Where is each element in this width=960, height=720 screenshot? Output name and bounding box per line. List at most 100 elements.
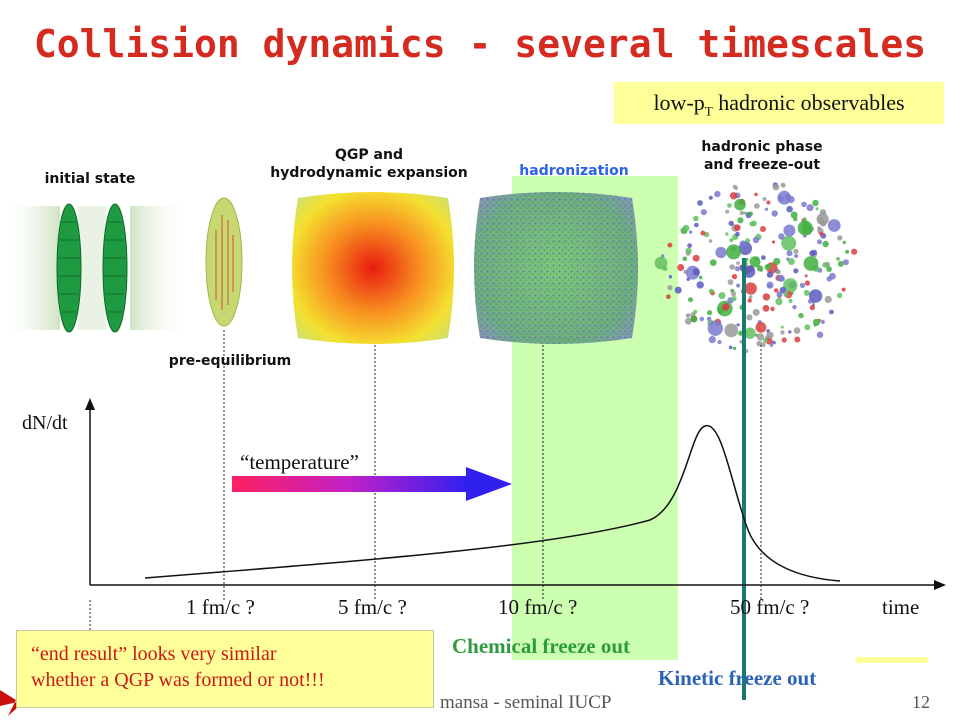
hadron-particle bbox=[677, 264, 685, 271]
hadron-particle bbox=[708, 288, 715, 294]
hadron-particle bbox=[682, 256, 688, 262]
temperature-arrow bbox=[232, 467, 512, 501]
hadron-particle bbox=[667, 242, 673, 248]
hadron-particle bbox=[748, 211, 753, 216]
hadron-particle bbox=[762, 304, 770, 312]
hadron-particle bbox=[826, 266, 832, 272]
hadron-particle bbox=[731, 273, 738, 280]
hadron-particle bbox=[727, 279, 734, 285]
hadron-particle bbox=[755, 322, 767, 333]
hadronization-label: hadronization bbox=[519, 163, 629, 179]
hadron-particle bbox=[794, 254, 799, 258]
hadron-particle bbox=[827, 219, 841, 232]
hadron-particle bbox=[756, 333, 765, 341]
hadron-particle bbox=[824, 295, 832, 303]
hadron-particle bbox=[736, 261, 740, 265]
hadron-particle bbox=[804, 324, 811, 331]
tick-label-2: 5 fm/c ? bbox=[338, 595, 407, 619]
hadron-particle bbox=[749, 221, 755, 227]
hadron-particle bbox=[811, 249, 817, 256]
hadron-particle bbox=[786, 250, 793, 257]
hadron-particle bbox=[709, 259, 717, 266]
hadron-particle bbox=[737, 217, 744, 224]
hadron-particle bbox=[700, 230, 706, 236]
hadron-particle bbox=[783, 224, 796, 237]
hadron-particle bbox=[829, 309, 834, 315]
page-number: 12 bbox=[912, 692, 930, 712]
hadron-particle bbox=[772, 183, 780, 191]
hadron-particle bbox=[812, 199, 819, 207]
qgp-label-line1: QGP and bbox=[335, 147, 403, 163]
hadron-particle bbox=[690, 315, 698, 323]
hadron-particle bbox=[780, 325, 784, 329]
hadron-particle bbox=[780, 182, 786, 188]
hadron-particle bbox=[752, 236, 760, 244]
hadron-particle bbox=[739, 240, 747, 248]
hadron-particle bbox=[714, 190, 721, 198]
hadron-particle bbox=[708, 336, 716, 344]
hadron-particle bbox=[729, 238, 734, 243]
hadron-particle bbox=[771, 240, 776, 244]
hadron-particle bbox=[736, 323, 740, 327]
hadron-particle bbox=[654, 256, 668, 270]
hadron-particle bbox=[749, 256, 761, 268]
kinetic-freezeout-label: Kinetic freeze out bbox=[658, 666, 817, 690]
hadron-particle bbox=[819, 209, 827, 216]
hadron-particle bbox=[766, 331, 774, 339]
hadron-particle bbox=[761, 255, 766, 260]
dndt-curve bbox=[144, 425, 841, 582]
hadron-particle bbox=[693, 215, 699, 222]
hadron-particle bbox=[708, 195, 713, 200]
hadron-particle bbox=[725, 209, 730, 214]
qgp-label-line2: hydrodynamic expansion bbox=[270, 165, 468, 181]
hadron-particle bbox=[661, 254, 665, 258]
hadron-particle bbox=[780, 330, 785, 335]
hadron-particle bbox=[686, 277, 690, 281]
hadron-particle bbox=[816, 331, 824, 339]
hadron-particle bbox=[734, 224, 741, 231]
chemical-freezeout-label: Chemical freeze out bbox=[452, 634, 631, 658]
hadron-particle bbox=[725, 232, 729, 236]
hadron-particle bbox=[777, 274, 785, 282]
hadron-particle bbox=[775, 269, 781, 275]
hadron-particle bbox=[687, 243, 692, 249]
slide-title: Collision dynamics - several timescales bbox=[33, 22, 927, 66]
hadron-particle bbox=[815, 207, 819, 211]
hadron-particle bbox=[694, 222, 699, 228]
hadron-particle bbox=[736, 283, 741, 288]
logo-star bbox=[0, 690, 26, 716]
hadron-particle bbox=[668, 275, 673, 279]
hadron-particle bbox=[707, 310, 713, 316]
hadron-particle bbox=[754, 203, 760, 209]
hadron-particle bbox=[837, 292, 843, 299]
hadron-particle bbox=[772, 340, 776, 345]
hadron-particle bbox=[787, 258, 795, 265]
hadron-particle bbox=[793, 248, 799, 254]
hadron-particle bbox=[731, 291, 737, 297]
hadron-particle bbox=[715, 246, 727, 259]
hadron-particle bbox=[781, 337, 787, 343]
hadron-particle bbox=[762, 338, 768, 343]
hadron-particle bbox=[682, 224, 690, 232]
hadron-particle bbox=[698, 275, 703, 280]
hadron-particle bbox=[778, 233, 785, 240]
hadron-particle bbox=[783, 292, 789, 297]
hadron-particle bbox=[813, 323, 817, 327]
hadron-particle bbox=[822, 262, 828, 268]
hadron-particle bbox=[766, 271, 774, 278]
hadron-particle bbox=[752, 308, 760, 316]
hadron-particle bbox=[744, 327, 756, 339]
hadron-particle bbox=[851, 248, 858, 255]
tick-label-1: 1 fm/c ? bbox=[186, 595, 255, 619]
hadron-particle bbox=[804, 280, 811, 286]
hadron-particle bbox=[774, 288, 779, 293]
hadronic-label-line1: hadronic phase bbox=[701, 139, 823, 155]
hadron-particle bbox=[692, 254, 700, 262]
hadron-particle bbox=[731, 296, 737, 302]
hadron-particle bbox=[754, 192, 758, 197]
y-axis-label: dN/dt bbox=[22, 412, 68, 434]
hadron-particle bbox=[746, 314, 753, 321]
hadron-particle bbox=[717, 307, 725, 314]
x-axis-label: time bbox=[882, 595, 920, 619]
hadron-particle bbox=[788, 298, 793, 304]
